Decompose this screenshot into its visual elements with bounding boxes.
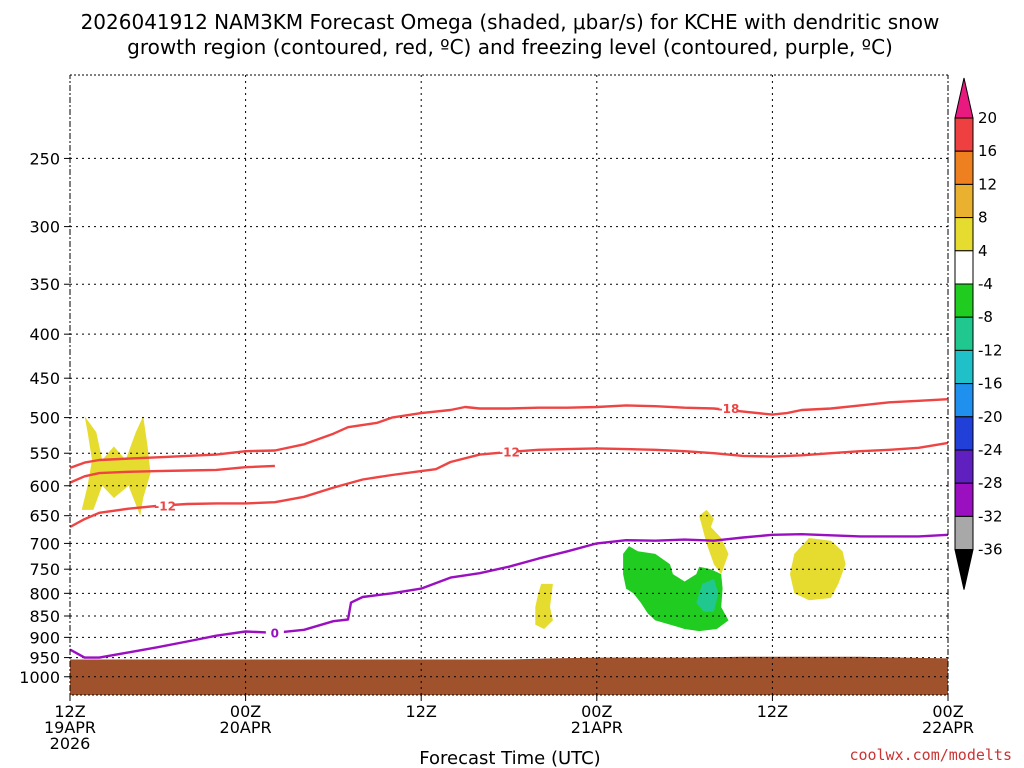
colorbar-label-9: -20 [978,408,1003,426]
colorbar-label-11: -28 [978,474,1003,492]
shaded-region-2 [699,509,729,575]
contour-label-0: -18 [718,402,740,416]
x-tick-label-1-1: 20APR [220,718,272,737]
colorbar-label-1: 16 [978,142,997,160]
contour-line-0 [69,398,949,470]
shaded-region-3 [790,538,846,601]
colorbar-label-4: 4 [978,242,988,260]
colorbar-bottom-arrow [954,549,974,590]
contour-label-bg-1 [500,444,518,459]
contour-line-3 [69,533,949,659]
colorbar-segment-3 [954,183,974,219]
contour-label-bg-0 [719,401,738,416]
chart-title-line2: growth region (contoured, red, ºC) and f… [127,35,893,59]
contour-label-1: -12 [498,445,520,459]
y-tick-label-750: 750 [29,560,60,579]
contour-line-2 [69,464,275,484]
y-tick-label-600: 600 [29,477,60,496]
contour-lines [69,398,949,659]
colorbar-label-13: -36 [978,541,1003,559]
colorbar-segment-12 [954,482,974,517]
colorbar-label-0: 20 [978,109,997,127]
x-tick-label-0-2: 2026 [50,734,91,753]
colorbar-label-12: -32 [978,507,1003,525]
y-tick-label-250: 250 [29,149,60,168]
omega-shading [81,416,846,632]
y-axis: 250 300 350 400 450 500 550 600 650 700 750 800 850 9… [19,149,70,687]
contour-label-bg-2 [156,498,175,513]
colorbar-segment-5 [954,250,974,285]
contour-labels: -18 -12 -12 0 [154,401,740,640]
contour-label-bg-3 [265,625,284,640]
y-tick-label-900: 900 [29,628,60,647]
x-tick-label-5-0: 00Z [932,702,963,721]
y-tick-label-1000: 1000 [19,668,60,687]
colorbar-segment-6 [954,283,974,318]
colorbar-segment-11 [954,449,974,484]
y-tick-label-450: 450 [29,369,60,388]
credit-text: coolwx.com/modelts [849,746,1012,764]
y-tick-label-550: 550 [29,444,60,463]
y-tick-label-500: 500 [29,409,60,428]
x-tick-label-0-0: 12Z [54,702,85,721]
y-tick-label-700: 700 [29,534,60,553]
x-tick-label-3-0: 00Z [581,702,612,721]
x-axis-label: Forecast Time (UTC) [419,748,600,768]
colorbar-segment-9 [954,383,974,418]
colorbar-label-3: 8 [978,209,988,227]
y-tick-label-400: 400 [29,325,60,344]
plot-background [70,75,948,695]
shaded-region-1 [535,583,553,629]
colorbar-label-8: -16 [978,375,1003,393]
colorbar-label-10: -24 [978,441,1003,459]
x-tick-label-3-1: 21APR [571,718,623,737]
terrain-band [70,656,948,695]
colorbar-segment-1 [954,117,974,152]
colorbar-top-arrow [954,77,974,119]
colorbar-segment-10 [954,416,974,451]
contour-label-3: 0 [271,626,279,640]
shaded-region-5 [696,579,719,612]
x-tick-label-4-0: 12Z [757,702,788,721]
y-tick-label-800: 800 [29,584,60,603]
y-tick-label-650: 650 [29,507,60,526]
x-tick-label-5-1: 22APR [922,718,974,737]
colorbar-label-7: -12 [978,341,1003,359]
y-tick-label-950: 950 [29,649,60,668]
colorbar-segment-8 [954,349,974,385]
y-tick-label-300: 300 [29,218,60,237]
colorbar-segment-2 [954,150,974,185]
y-tick-label-850: 850 [29,607,60,626]
shaded-region-0 [81,416,151,516]
contour-line-1 [69,441,949,529]
x-tick-label-2-0: 12Z [406,702,437,721]
shaded-region-4 [623,546,729,632]
colorbar-label-6: -8 [978,308,993,326]
colorbar-label-2: 12 [978,175,997,193]
colorbar-segment-7 [954,316,974,351]
colorbar-segment-4 [954,217,974,252]
y-tick-label-350: 350 [29,275,60,294]
contour-label-2: -12 [154,499,176,513]
terrain-fill [70,656,948,695]
x-tick-label-0-1: 19APR [44,718,96,737]
x-tick-label-1-0: 00Z [230,702,261,721]
chart-title-line1: 2026041912 NAM3KM Forecast Omega (shaded… [81,10,940,34]
colorbar-segment-13 [954,515,974,551]
colorbar: 20 16 12 8 4 -4 -8 -12 -16 -20 -24 -28 -32 -36 [954,77,1003,590]
plot-frame [69,74,949,696]
colorbar-label-5: -4 [978,275,993,293]
